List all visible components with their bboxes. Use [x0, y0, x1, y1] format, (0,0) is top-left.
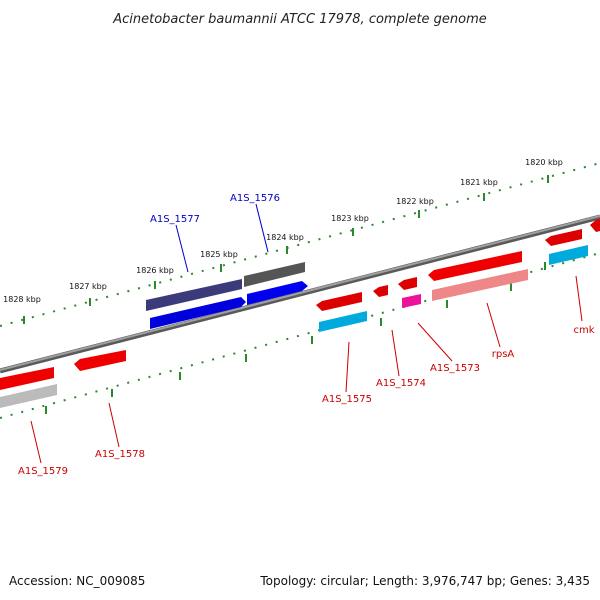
gene-labels: A1S_1577 A1S_1576 A1S_1575 A1S_1574 A1S_… — [18, 193, 595, 477]
tick-label: 1820 kbp — [525, 158, 563, 167]
gene-feature-a1s-1579-cds — [0, 367, 54, 390]
gene-feature-cmk — [549, 245, 588, 265]
tick-label: 1824 kbp — [266, 233, 304, 242]
gene-features — [0, 219, 600, 408]
gene-feature-a1s-1573-cds — [398, 277, 417, 290]
gene-feature-a1s-1576 — [247, 281, 308, 305]
gene-feature-partial — [590, 219, 600, 232]
tick-label: 1828 kbp — [3, 295, 41, 304]
gene-label-cmk: cmk — [573, 325, 594, 336]
map-title: Acinetobacter baumannii ATCC 17978, comp… — [112, 12, 487, 27]
accession-text: Accession: NC_009085 — [9, 574, 145, 588]
gene-feature-a1s-1579 — [0, 384, 57, 408]
genome-summary-text: Topology: circular; Length: 3,976,747 bp… — [259, 574, 590, 588]
outer-tick-track — [0, 162, 600, 327]
gene-label-a1s-1574: A1S_1574 — [376, 378, 426, 389]
gene-feature-a1s-1575 — [319, 311, 367, 332]
gene-feature-a1s-1573 — [402, 294, 421, 308]
gene-label-rpsa: rpsA — [492, 349, 515, 360]
gene-feature-a1s-1574 — [373, 285, 388, 297]
gene-feature-a1s-1578 — [74, 350, 126, 371]
tick-label: 1827 kbp — [69, 282, 107, 291]
gene-feature-a1s-1575-cds — [316, 292, 362, 311]
gene-label-a1s-1576: A1S_1576 — [230, 193, 280, 204]
tick-label: 1823 kbp — [331, 214, 369, 223]
gene-feature-cmk-cds — [545, 229, 582, 246]
tick-label: 1822 kbp — [396, 197, 434, 206]
gene-label-a1s-1578: A1S_1578 — [95, 449, 145, 460]
gene-label-a1s-1577: A1S_1577 — [150, 214, 200, 225]
gene-callouts — [30, 203, 583, 464]
gene-feature-a1s-1577-cds — [146, 279, 242, 311]
tick-label: 1825 kbp — [200, 250, 238, 259]
gene-feature-rpsa — [432, 269, 528, 301]
gene-label-a1s-1579: A1S_1579 — [18, 466, 68, 477]
tick-label: 1821 kbp — [460, 178, 498, 187]
gene-feature-rpsa-cds — [428, 251, 522, 281]
gene-label-a1s-1573: A1S_1573 — [430, 363, 480, 374]
gene-feature-a1s-1577 — [150, 297, 246, 329]
tick-marks: 1820 kbp 1821 kbp 1822 kbp 1823 kbp 1824… — [3, 158, 563, 414]
genome-backbone — [0, 214, 600, 374]
tick-label: 1826 kbp — [136, 266, 174, 275]
gene-label-a1s-1575: A1S_1575 — [322, 394, 372, 405]
gene-feature-a1s-1576-cds — [244, 262, 305, 287]
